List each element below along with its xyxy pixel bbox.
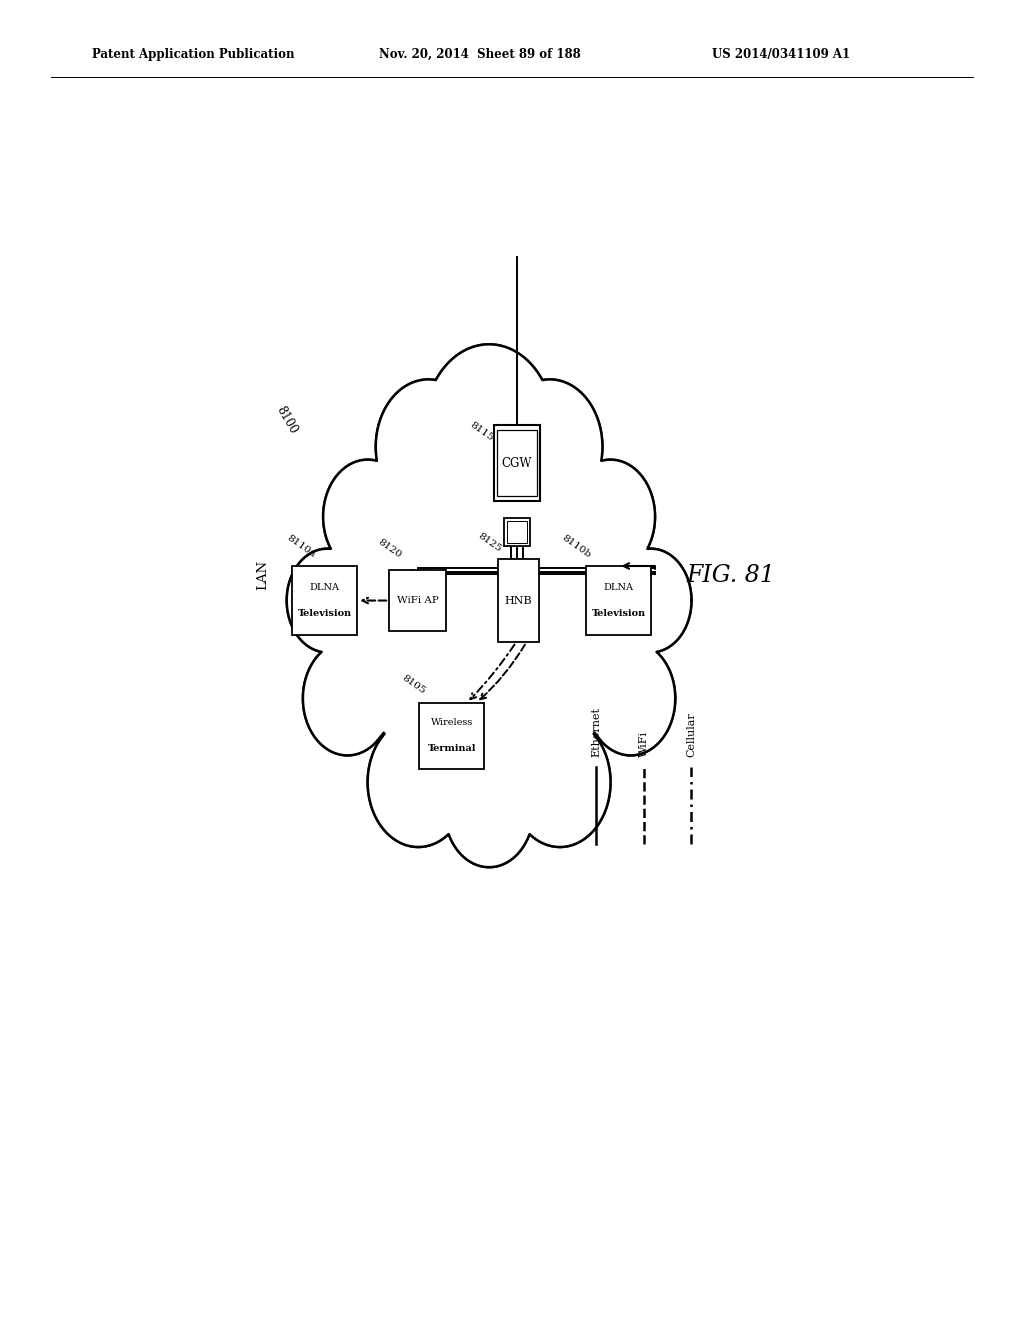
Circle shape xyxy=(446,756,531,865)
Text: 8110a: 8110a xyxy=(285,533,317,560)
Circle shape xyxy=(305,644,390,752)
Text: LAN: LAN xyxy=(256,560,269,590)
Text: FIG. 81: FIG. 81 xyxy=(687,564,775,586)
Text: DLNA: DLNA xyxy=(310,583,340,591)
FancyBboxPatch shape xyxy=(419,702,484,768)
Circle shape xyxy=(287,549,368,652)
Text: Nov. 20, 2014  Sheet 89 of 188: Nov. 20, 2014 Sheet 89 of 188 xyxy=(379,48,581,61)
Circle shape xyxy=(509,718,610,847)
Circle shape xyxy=(324,459,413,574)
Circle shape xyxy=(326,462,410,570)
Text: 8115: 8115 xyxy=(468,420,495,444)
Circle shape xyxy=(444,754,534,867)
Text: Terminal: Terminal xyxy=(428,744,476,754)
Circle shape xyxy=(383,465,595,737)
Circle shape xyxy=(589,644,673,752)
Text: WiFi AP: WiFi AP xyxy=(396,597,438,605)
Circle shape xyxy=(361,558,515,755)
Circle shape xyxy=(459,553,621,760)
Text: Wireless: Wireless xyxy=(431,718,473,727)
Circle shape xyxy=(368,718,469,847)
Text: CGW: CGW xyxy=(502,457,532,470)
Text: WiFi: WiFi xyxy=(639,731,649,758)
Circle shape xyxy=(378,458,600,743)
FancyBboxPatch shape xyxy=(292,566,357,635)
Circle shape xyxy=(568,462,653,570)
Circle shape xyxy=(379,383,478,511)
Circle shape xyxy=(463,558,616,755)
Polygon shape xyxy=(287,345,691,867)
Circle shape xyxy=(289,552,366,649)
Circle shape xyxy=(357,553,519,760)
Circle shape xyxy=(586,642,675,755)
Text: 8110b: 8110b xyxy=(560,533,593,560)
Text: US 2014/0341109 A1: US 2014/0341109 A1 xyxy=(712,48,850,61)
Circle shape xyxy=(612,552,689,649)
Circle shape xyxy=(376,379,481,515)
Text: HNB: HNB xyxy=(505,595,532,606)
Text: Television: Television xyxy=(592,610,645,618)
FancyBboxPatch shape xyxy=(507,521,526,543)
Text: 8125: 8125 xyxy=(476,531,503,554)
Circle shape xyxy=(371,721,466,843)
FancyBboxPatch shape xyxy=(498,558,539,643)
Text: 8100: 8100 xyxy=(273,404,300,436)
FancyBboxPatch shape xyxy=(494,425,540,502)
Text: 8105: 8105 xyxy=(400,673,427,696)
Text: Cellular: Cellular xyxy=(686,713,696,758)
Circle shape xyxy=(428,348,551,506)
FancyBboxPatch shape xyxy=(586,566,651,635)
Circle shape xyxy=(500,383,600,511)
Text: DLNA: DLNA xyxy=(603,583,634,591)
Circle shape xyxy=(498,379,602,515)
FancyBboxPatch shape xyxy=(504,517,529,546)
Circle shape xyxy=(566,459,655,574)
Circle shape xyxy=(610,549,691,652)
FancyBboxPatch shape xyxy=(497,430,537,496)
Text: Television: Television xyxy=(298,610,352,618)
Circle shape xyxy=(424,345,554,510)
Text: 8120: 8120 xyxy=(377,537,403,560)
Text: Ethernet: Ethernet xyxy=(591,708,601,758)
Text: Patent Application Publication: Patent Application Publication xyxy=(92,48,295,61)
Circle shape xyxy=(303,642,392,755)
FancyBboxPatch shape xyxy=(389,570,446,631)
Circle shape xyxy=(512,721,608,843)
